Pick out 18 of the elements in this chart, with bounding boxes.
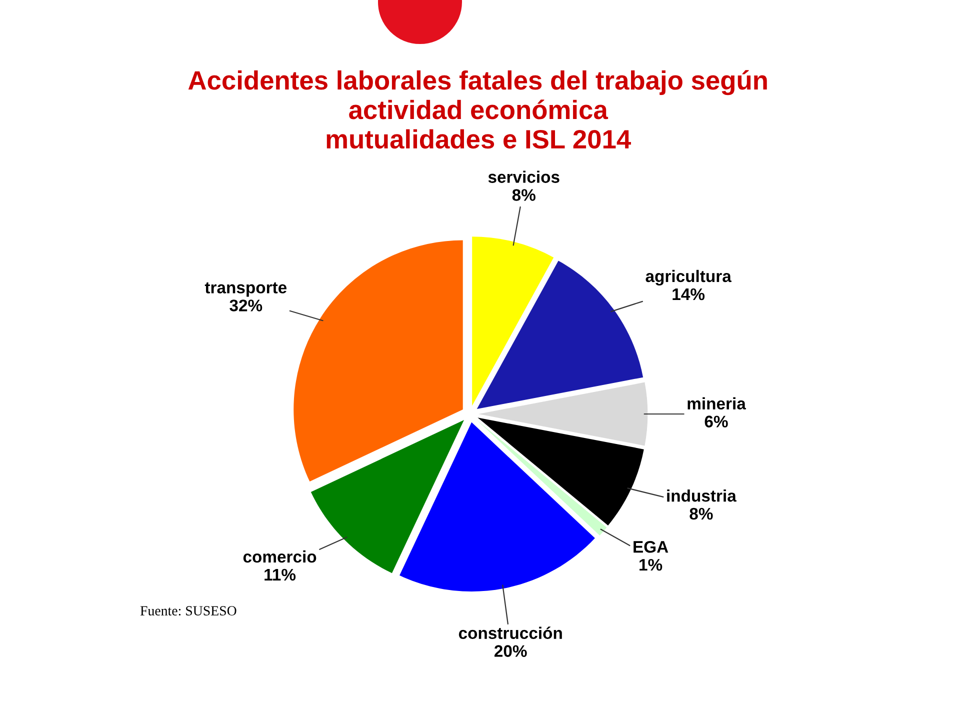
data-label: 1% [640,558,662,571]
data-label: 8% [690,508,713,520]
chart-title: Accidentes laborales fatales del trabajo según actividad económica mutualidades e ISL 2014 [188,70,767,149]
slice-label: servicios [488,170,560,183]
slice-label: agricultura [646,270,732,286]
slice-label: construcción [458,626,562,640]
slice-label: transporte [204,282,287,297]
slice-label: industria [667,489,736,502]
data-label: 6% [704,416,728,428]
slice-label: mineria [688,397,746,410]
data-label: 32% [230,300,262,312]
data-label: 8% [512,189,536,201]
data-label: 11% [264,568,296,581]
source-note: Fuente: SUSESO [140,606,236,616]
data-label: 20% [494,645,527,657]
data-label: 14% [672,288,705,300]
slice-label: EGA [634,540,668,553]
slice-label: comercio [243,550,316,563]
